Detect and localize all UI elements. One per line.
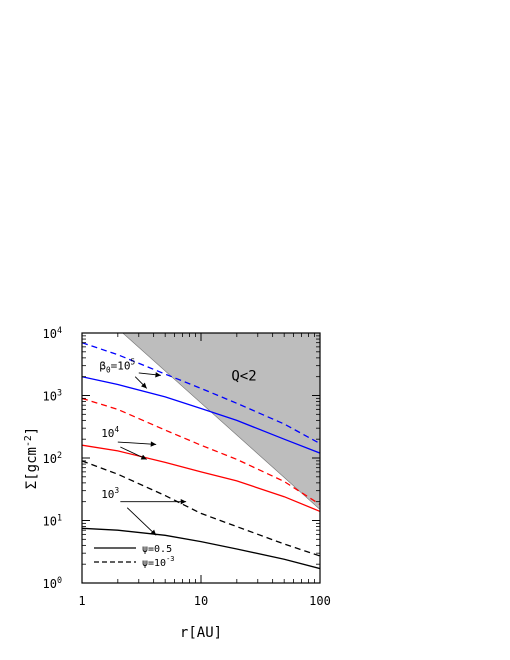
y-tick-label: 104 xyxy=(43,325,63,341)
series-line-0 xyxy=(82,376,320,454)
x-tick-label: 10 xyxy=(194,594,208,608)
y-tick-label: 102 xyxy=(43,450,63,466)
annotation-label-2: 103 xyxy=(101,486,119,501)
region-label: Q<2 xyxy=(231,369,256,385)
legend-label: ψ=10-3 xyxy=(142,555,175,569)
y-tick-label: 101 xyxy=(43,513,63,529)
x-axis-label: r[AU] xyxy=(180,625,222,641)
annotation-arrow xyxy=(138,372,161,378)
y-axis-label: Σ[gcm-2] xyxy=(23,427,40,489)
annotation-arrow xyxy=(120,446,147,460)
annotation-label-0: β0=105 xyxy=(99,358,135,375)
annotation-arrow xyxy=(126,507,157,536)
series-line-4 xyxy=(82,527,320,570)
legend-label: ψ=0.5 xyxy=(142,544,172,555)
annotation-label-1: 104 xyxy=(101,425,119,440)
x-tick-label: 1 xyxy=(78,594,85,608)
annotation-arrow xyxy=(117,441,157,447)
x-tick-label: 100 xyxy=(309,594,331,608)
y-tick-label: 100 xyxy=(43,575,63,591)
series-group xyxy=(82,342,320,570)
annotation-arrow xyxy=(134,376,148,389)
series-line-2 xyxy=(82,444,320,513)
series-line-5 xyxy=(82,460,320,557)
y-tick-label: 103 xyxy=(43,388,63,404)
unstable-region xyxy=(121,332,321,511)
